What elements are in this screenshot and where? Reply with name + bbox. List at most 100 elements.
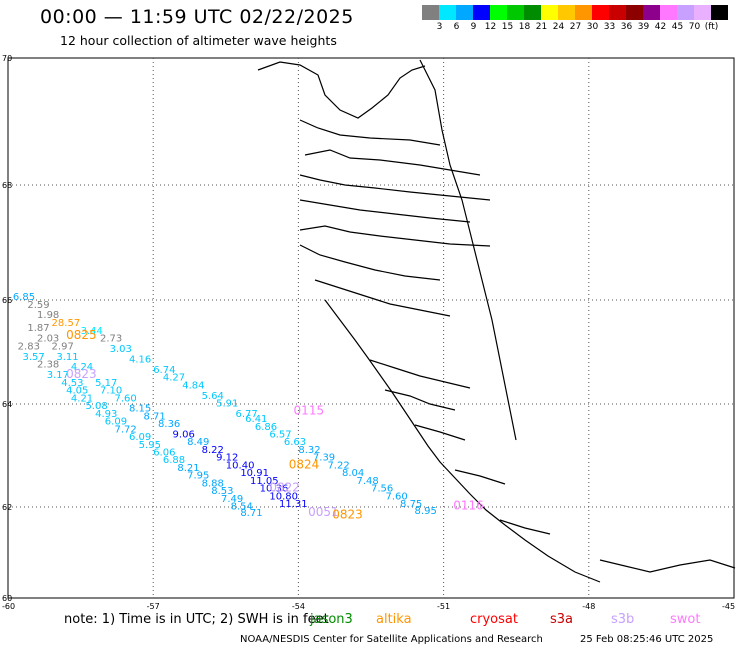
wave-height-label: 9.06 [173, 429, 195, 440]
wave-height-label: 7.10 [100, 386, 122, 397]
wave-height-label: 28.57 [52, 318, 81, 329]
wave-height-label: 3.03 [110, 344, 132, 355]
wave-height-label: 6.41 [245, 414, 267, 425]
legend-swatch [609, 5, 626, 20]
legend-label: 3 [436, 22, 443, 32]
greenland-coastline [257, 59, 736, 583]
legend-swatch [541, 5, 558, 20]
wave-height-label: 1.87 [27, 323, 49, 334]
legend-swatch [643, 5, 660, 20]
longitude-label: -48 [582, 602, 595, 611]
wave-height-label: 11.31 [279, 499, 308, 510]
latitude-label: 64 [2, 400, 12, 409]
legend-label: 42 [654, 22, 667, 32]
wave-height-label: 8.71 [144, 411, 166, 422]
pass-time-label: 0825 [66, 328, 97, 342]
latitude-label: 70 [2, 54, 12, 63]
legend-swatch [694, 5, 711, 20]
wave-height-label: 2.97 [52, 341, 74, 352]
wave-height-label: 2.83 [18, 341, 40, 352]
wave-height-label: 8.49 [187, 437, 209, 448]
legend-swatch [558, 5, 575, 20]
pass-time-label: 0824 [289, 457, 320, 471]
wave-height-label: 8.54 [231, 501, 253, 512]
wave-height-label: 4.05 [66, 386, 88, 397]
legend-swatch [711, 5, 728, 20]
wave-height-label: 8.22 [202, 445, 224, 456]
legend-swatch [456, 5, 473, 20]
pass-time-label: 0051 [308, 505, 339, 519]
wave-height-label: 7.60 [386, 491, 408, 502]
wave-height-label: 7.95 [187, 471, 209, 482]
wave-height-label: 6.09 [105, 417, 127, 428]
wave-height-label: 6.74 [153, 365, 175, 376]
wave-height-label: 11.05 [250, 476, 279, 487]
wave-height-label: 6.06 [153, 448, 175, 459]
legend-label: 30 [586, 22, 599, 32]
wave-height-label: 10.91 [240, 468, 269, 479]
wave-height-label: 6.86 [255, 422, 277, 433]
longitude-label: -54 [292, 602, 305, 611]
legend-swatch [490, 5, 507, 20]
longitude-label: -45 [722, 602, 735, 611]
pass-time-label: 0116 [453, 498, 484, 512]
wave-height-label: 10.80 [269, 491, 298, 502]
wave-height-label: 4.53 [61, 378, 83, 389]
wave-height-label: 8.71 [240, 508, 262, 519]
wave-height-label: 8.32 [298, 445, 320, 456]
wave-height-label: 5.17 [95, 378, 117, 389]
wave-height-label: 2.73 [100, 334, 122, 345]
pass-time-label: 0115 [294, 403, 325, 417]
legend-label: 12 [484, 22, 497, 32]
satellite-jason3: jason3 [310, 612, 353, 627]
wave-height-label: 7.49 [221, 494, 243, 505]
wave-height-label: 2.38 [37, 360, 59, 371]
legend-label: 6 [453, 22, 460, 32]
legend-label: 24 [552, 22, 565, 32]
wave-height-label: 3.57 [23, 352, 45, 363]
map-frame [7, 57, 735, 599]
wave-height-label: 2.03 [37, 334, 59, 345]
satellite-s3b: s3b [611, 612, 635, 627]
wave-height-label: 7.60 [114, 393, 136, 404]
latitude-label: 60 [2, 594, 12, 603]
legend-swatch [626, 5, 643, 20]
wave-height-label: 4.93 [95, 409, 117, 420]
satellite-altika: altika [376, 612, 412, 627]
legend-label: 27 [569, 22, 582, 32]
map-subtitle: 12 hour collection of altimeter wave hei… [60, 33, 337, 48]
wave-height-label: 7.48 [356, 476, 378, 487]
legend-label: 45 [671, 22, 684, 32]
wave-height-label: 6.57 [269, 429, 291, 440]
wave-height-label: 9.12 [216, 453, 238, 464]
satellite-s3a: s3a [550, 612, 574, 627]
wave-height-label: 3.17 [47, 370, 69, 381]
pass-time-label: 0822 [269, 481, 300, 495]
longitude-label: -57 [147, 602, 160, 611]
legend-swatch [660, 5, 677, 20]
wave-height-label: 8.95 [415, 506, 437, 517]
wave-height-label: 8.21 [177, 463, 199, 474]
wave-height-label: 3.11 [56, 352, 78, 363]
wave-height-label: 7.22 [327, 460, 349, 471]
wave-height-label: 6.63 [284, 437, 306, 448]
wave-height-points: 6.852.591.98 1.872.032.97 2.833.57 3.112.38… [13, 292, 484, 521]
legend-label: 39 [637, 22, 650, 32]
satellite-cryosat: cryosat [470, 612, 518, 627]
wave-height-label: 5.91 [216, 399, 238, 410]
wave-height-label: 1.98 [37, 310, 59, 321]
wave-height-label: 7.72 [114, 424, 136, 435]
latitude-label: 62 [2, 503, 12, 512]
wave-height-label: 6.09 [129, 432, 151, 443]
generated-timestamp: 25 Feb 08:25:46 UTC 2025 [580, 634, 714, 645]
footer-note: note: 1) Time is in UTC; 2) SWH is in fe… [64, 612, 329, 627]
wave-height-label: 5.95 [139, 440, 161, 451]
legend-swatch [677, 5, 694, 20]
wave-height-label: 4.24 [71, 362, 93, 373]
satellite-swot: swot [670, 612, 701, 627]
wave-height-label: 6.85 [13, 292, 35, 303]
wave-height-label: 4.84 [182, 380, 204, 391]
wave-height-label: 10.36 [260, 484, 289, 495]
wave-height-label: 2.59 [27, 300, 49, 311]
legend-label: 15 [501, 22, 514, 32]
